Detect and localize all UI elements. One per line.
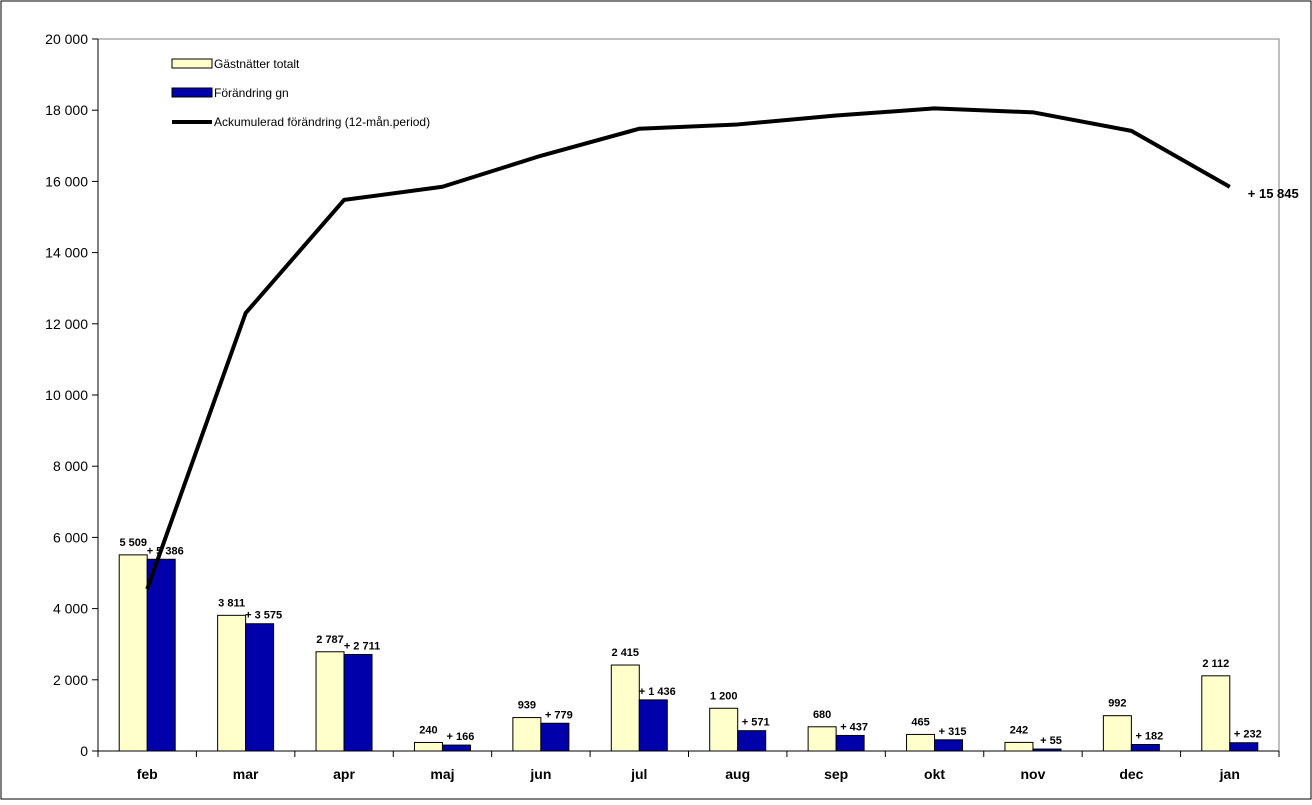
data-label-gastnatter-dec: 992 (1108, 698, 1126, 710)
data-label-forandring-feb: + 5 386 (147, 545, 184, 557)
data-label-forandring-jun: + 779 (545, 709, 573, 721)
bar-gastnatter-sep (807, 726, 837, 752)
y-axis: 0 2 000 4 000 6 000 8 000 10 000 12 000 14 000 1… (45, 31, 99, 759)
bar-forandring-nov (1032, 748, 1062, 752)
y-tick-label: 18 000 (45, 102, 88, 118)
bar-forandring-maj (441, 744, 471, 752)
bar-forandring-apr (343, 653, 373, 752)
line-ackumulerad-forandring (145, 106, 1231, 590)
bar-forandring-aug (737, 730, 767, 752)
y-tick-label: 10 000 (45, 387, 88, 403)
y-tick-label: 0 (80, 743, 88, 759)
bar-gastnatter-dec (1102, 715, 1132, 752)
line-layer: + 15 845 (145, 106, 1299, 590)
data-label-forandring-apr: + 2 711 (344, 640, 380, 652)
data-label-gastnatter-maj: 240 (419, 724, 437, 736)
bar-forandring-okt (934, 739, 964, 752)
x-tick-label-jun: jun (529, 766, 551, 782)
bar-forandring-mar (245, 623, 275, 752)
bar-gastnatter-aug (709, 707, 739, 752)
y-tick-label: 16 000 (45, 173, 88, 189)
bar-gastnatter-jun (512, 717, 542, 752)
legend-swatch-0 (171, 58, 213, 69)
y-tick-label: 6 000 (53, 529, 88, 545)
y-tick-label: 4 000 (53, 601, 88, 617)
data-label-forandring-sep: + 437 (840, 721, 868, 733)
x-tick-label-feb: feb (137, 766, 158, 782)
data-label-forandring-aug: + 571 (742, 717, 770, 729)
x-tick-label-aug: aug (725, 766, 750, 782)
bars-layer (118, 554, 1259, 752)
bar-gastnatter-apr (315, 651, 345, 752)
data-label-gastnatter-jan: 2 112 (1202, 658, 1229, 670)
x-tick-label-dec: dec (1119, 766, 1143, 782)
legend-swatch-1 (171, 87, 213, 98)
y-tick-label: 20 000 (45, 31, 88, 47)
x-tick-label-okt: okt (924, 766, 945, 782)
data-label-gastnatter-jun: 939 (518, 700, 536, 712)
bar-forandring-jul (638, 699, 668, 752)
data-label-gastnatter-jul: 2 415 (612, 647, 640, 659)
data-label-gastnatter-apr: 2 787 (316, 634, 344, 646)
legend: Gästnätter totalt Förändring gn Ackumulera… (171, 57, 430, 129)
bar-gastnatter-maj (413, 741, 443, 752)
x-axis: feb mar apr maj jun jul aug sep okt nov dec jan (97, 750, 1280, 782)
data-label-gastnatter-aug: 1 200 (710, 690, 738, 702)
x-tick-label-jan: jan (1219, 766, 1240, 782)
x-tick-label-maj: maj (430, 766, 454, 782)
y-tick-label: 8 000 (53, 458, 88, 474)
bar-forandring-dec (1130, 744, 1160, 752)
x-tick-label-jul: jul (630, 766, 647, 782)
data-label-forandring-mar: + 3 575 (245, 610, 282, 622)
plot-area (97, 38, 1280, 752)
legend-label-0: Gästnätter totalt (214, 57, 300, 71)
data-label-forandring-maj: + 166 (447, 731, 475, 743)
x-tick-label-nov: nov (1021, 766, 1046, 782)
bar-gastnatter-okt (906, 733, 936, 752)
bar-gastnatter-feb (118, 554, 148, 752)
x-tick-label-sep: sep (824, 766, 848, 782)
bar-forandring-feb (146, 558, 176, 752)
bar-forandring-jun (540, 722, 570, 752)
bar-gastnatter-jan (1201, 675, 1231, 752)
bar-forandring-sep (835, 734, 865, 752)
bar-gastnatter-jul (610, 664, 640, 752)
line-end-label: + 15 845 (1248, 186, 1299, 201)
legend-label-2: Ackumulerad förändring (12-mån.period) (214, 115, 430, 129)
y-tick-label: 14 000 (45, 245, 88, 261)
y-tick-label: 2 000 (53, 672, 88, 688)
x-tick-label-apr: apr (333, 766, 355, 782)
bar-forandring-jan (1229, 742, 1259, 752)
bar-gastnatter-mar (217, 614, 247, 752)
data-label-gastnatter-nov: 242 (1010, 724, 1028, 736)
data-label-forandring-dec: + 182 (1135, 731, 1163, 743)
bar-gastnatter-nov (1004, 741, 1034, 752)
data-label-gastnatter-okt: 465 (911, 716, 929, 728)
data-label-forandring-jan: + 232 (1234, 729, 1262, 741)
x-tick-label-mar: mar (233, 766, 259, 782)
y-tick-label: 12 000 (45, 316, 88, 332)
data-label-gastnatter-feb: 5 509 (119, 537, 147, 549)
data-label-forandring-nov: + 55 (1040, 735, 1062, 747)
data-labels-layer: 5 509 3 811 2 787 240 939 2 415 1 200 680 465 242… (119, 537, 1261, 747)
data-label-forandring-okt: + 315 (939, 726, 967, 738)
data-label-gastnatter-sep: 680 (813, 709, 831, 721)
data-label-forandring-jul: + 1 436 (639, 686, 676, 698)
legend-label-1: Förändring gn (214, 86, 289, 100)
data-label-gastnatter-mar: 3 811 (218, 597, 245, 609)
